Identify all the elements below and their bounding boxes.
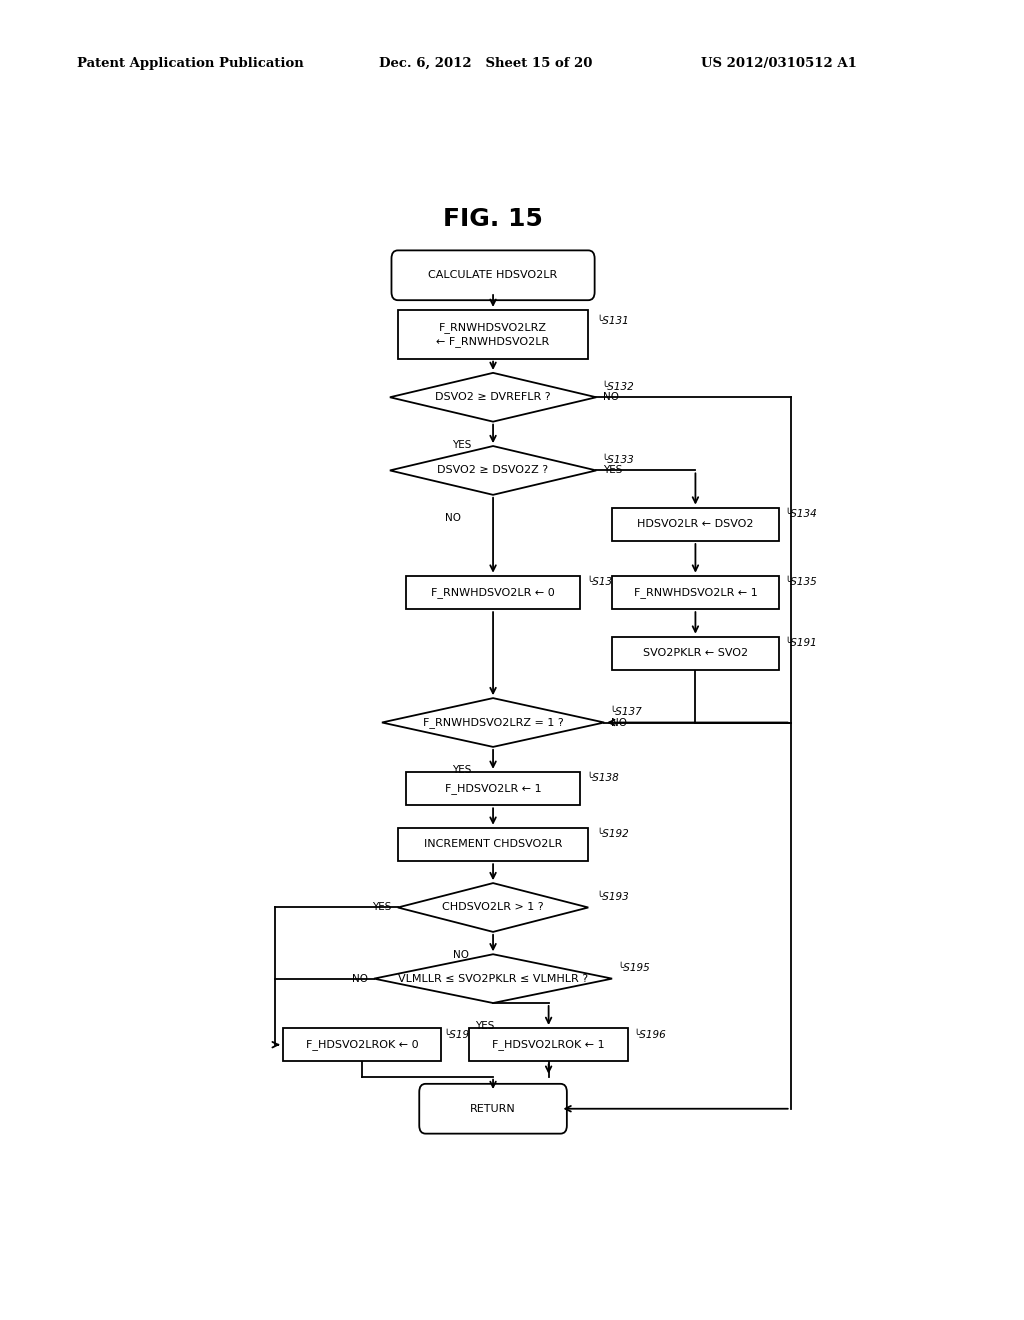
Text: F_HDSVO2LROK ← 1: F_HDSVO2LROK ← 1 [493, 1039, 605, 1051]
Text: YES: YES [372, 903, 391, 912]
Text: YES: YES [602, 466, 622, 475]
Text: CALCULATE HDSVO2LR: CALCULATE HDSVO2LR [428, 271, 558, 280]
Text: US 2012/0310512 A1: US 2012/0310512 A1 [701, 57, 857, 70]
Text: NO: NO [602, 392, 618, 403]
Text: VLMLLR ≤ SVO2PKLR ≤ VLMHLR ?: VLMLLR ≤ SVO2PKLR ≤ VLMHLR ? [398, 974, 588, 983]
Text: DSVO2 ≥ DSVO2Z ?: DSVO2 ≥ DSVO2Z ? [437, 466, 549, 475]
Text: YES: YES [452, 440, 471, 450]
Text: NO: NO [445, 513, 462, 523]
Bar [612, 576, 778, 609]
Text: INCREMENT CHDSVO2LR: INCREMENT CHDSVO2LR [424, 840, 562, 850]
Bar [612, 507, 778, 541]
Polygon shape [374, 954, 612, 1003]
Polygon shape [390, 372, 596, 421]
Text: FIG. 15: FIG. 15 [443, 207, 543, 231]
Text: ╰S193: ╰S193 [596, 892, 629, 903]
Text: SVO2PKLR ← SVO2: SVO2PKLR ← SVO2 [643, 648, 748, 659]
Text: ╰S137: ╰S137 [609, 708, 642, 717]
Text: HDSVO2LR ← DSVO2: HDSVO2LR ← DSVO2 [637, 519, 754, 529]
Bar [397, 310, 588, 359]
Text: ╰S191: ╰S191 [784, 639, 817, 648]
Text: F_HDSVO2LROK ← 0: F_HDSVO2LROK ← 0 [306, 1039, 419, 1051]
Text: F_RNWHDSVO2LR ← 0: F_RNWHDSVO2LR ← 0 [431, 587, 555, 598]
Bar [397, 828, 588, 861]
Bar [283, 1028, 441, 1061]
Text: RETURN: RETURN [470, 1104, 516, 1114]
Text: F_RNWHDSVO2LR ← 1: F_RNWHDSVO2LR ← 1 [634, 587, 758, 598]
Text: NO: NO [454, 950, 469, 960]
Text: ╰S133: ╰S133 [601, 455, 634, 465]
Text: Patent Application Publication: Patent Application Publication [77, 57, 303, 70]
Text: ╰S196: ╰S196 [634, 1030, 667, 1040]
Text: ╰S192: ╰S192 [596, 829, 629, 840]
Text: YES: YES [452, 766, 471, 775]
Text: ╰S136: ╰S136 [587, 577, 620, 587]
Polygon shape [382, 698, 604, 747]
Text: YES: YES [475, 1022, 495, 1031]
Text: ╰S138: ╰S138 [587, 774, 620, 783]
Polygon shape [390, 446, 596, 495]
Text: F_RNWHDSVO2LRZ
← F_RNWHDSVO2LR: F_RNWHDSVO2LRZ ← F_RNWHDSVO2LR [436, 322, 550, 347]
FancyBboxPatch shape [391, 251, 595, 300]
FancyBboxPatch shape [419, 1084, 567, 1134]
Text: ╰S131: ╰S131 [596, 315, 629, 326]
Bar [406, 772, 581, 805]
Text: F_RNWHDSVO2LRZ = 1 ?: F_RNWHDSVO2LRZ = 1 ? [423, 717, 563, 727]
Text: Dec. 6, 2012   Sheet 15 of 20: Dec. 6, 2012 Sheet 15 of 20 [379, 57, 592, 70]
Text: ╰S194: ╰S194 [443, 1030, 476, 1040]
Text: F_HDSVO2LR ← 1: F_HDSVO2LR ← 1 [444, 783, 542, 795]
Text: ╰S135: ╰S135 [784, 577, 817, 587]
Polygon shape [397, 883, 588, 932]
Text: NO: NO [610, 718, 627, 727]
Bar [612, 636, 778, 671]
Text: NO: NO [351, 974, 368, 983]
Text: ╰S134: ╰S134 [784, 510, 817, 519]
Text: DSVO2 ≥ DVREFLR ?: DSVO2 ≥ DVREFLR ? [435, 392, 551, 403]
Text: ╰S132: ╰S132 [601, 381, 634, 392]
Bar [406, 576, 581, 609]
Bar [469, 1028, 628, 1061]
Text: ╰S195: ╰S195 [617, 964, 650, 973]
Text: CHDSVO2LR > 1 ?: CHDSVO2LR > 1 ? [442, 903, 544, 912]
